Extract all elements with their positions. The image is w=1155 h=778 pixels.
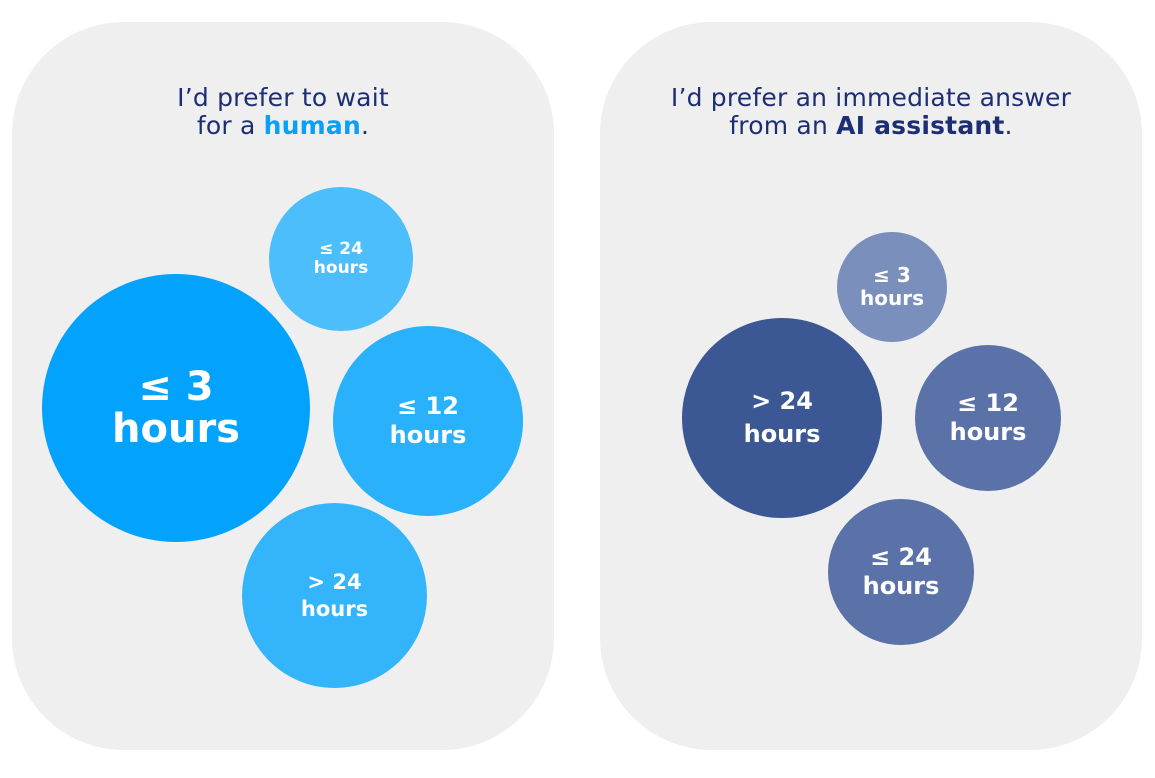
- bubble-label-bottom: hours: [949, 418, 1027, 446]
- human-preference-panel: I’d prefer to wait for a human. ≤ 3 hour…: [12, 22, 554, 750]
- bubble-label-bottom: hours: [860, 286, 924, 310]
- heading-line-2-suffix: .: [360, 111, 370, 140]
- bubble-label-bottom: hours: [300, 596, 369, 621]
- bubble-human-3-hours: ≤ 3 hours: [42, 274, 310, 542]
- bubble-human-over-24-hours: > 24 hours: [242, 503, 427, 688]
- bubble-label-top: ≤ 3: [138, 364, 214, 410]
- ai-preference-panel: I’d prefer an immediate answer from an A…: [600, 22, 1142, 750]
- heading-line-1: I’d prefer to wait: [177, 83, 389, 112]
- bubble-ai-12-hours: ≤ 12 hours: [915, 345, 1061, 491]
- bubble-label-top: ≤ 24: [319, 239, 363, 259]
- heading-line-2-prefix: from an: [729, 111, 837, 140]
- bubble-label-top: > 24: [307, 569, 362, 594]
- bubble-human-12-hours: ≤ 12 hours: [333, 326, 523, 516]
- bubble-human-24-hours: ≤ 24 hours: [269, 187, 413, 331]
- heading-line-2-suffix: .: [1004, 111, 1013, 140]
- bubble-label-bottom: hours: [389, 421, 467, 449]
- bubble-label-bottom: hours: [313, 258, 369, 278]
- heading-emphasis-ai-assistant: AI assistant: [836, 111, 1005, 140]
- bubble-label-top: ≤ 12: [397, 392, 459, 420]
- bubble-label-top: > 24: [751, 387, 813, 415]
- bubble-ai-24-hours: ≤ 24 hours: [828, 499, 974, 645]
- bubble-label-top: ≤ 24: [870, 543, 932, 571]
- human-panel-heading: I’d prefer to wait for a human.: [12, 84, 554, 140]
- heading-emphasis-human: human: [263, 111, 361, 140]
- bubble-label-bottom: hours: [862, 572, 940, 600]
- heading-line-2: from an AI assistant.: [600, 112, 1142, 140]
- bubble-label-top: ≤ 12: [957, 389, 1019, 417]
- heading-line-2: for a human.: [12, 112, 554, 140]
- bubble-label-bottom: hours: [743, 420, 821, 448]
- bubble-ai-3-hours: ≤ 3 hours: [837, 232, 947, 342]
- bubble-label-top: ≤ 3: [873, 263, 911, 287]
- bubble-ai-over-24-hours: > 24 hours: [682, 318, 882, 518]
- bubble-label-bottom: hours: [112, 406, 240, 452]
- heading-line-1: I’d prefer an immediate answer: [670, 83, 1072, 112]
- heading-line-2-prefix: for a: [196, 111, 264, 140]
- ai-panel-heading: I’d prefer an immediate answer from an A…: [600, 84, 1142, 140]
